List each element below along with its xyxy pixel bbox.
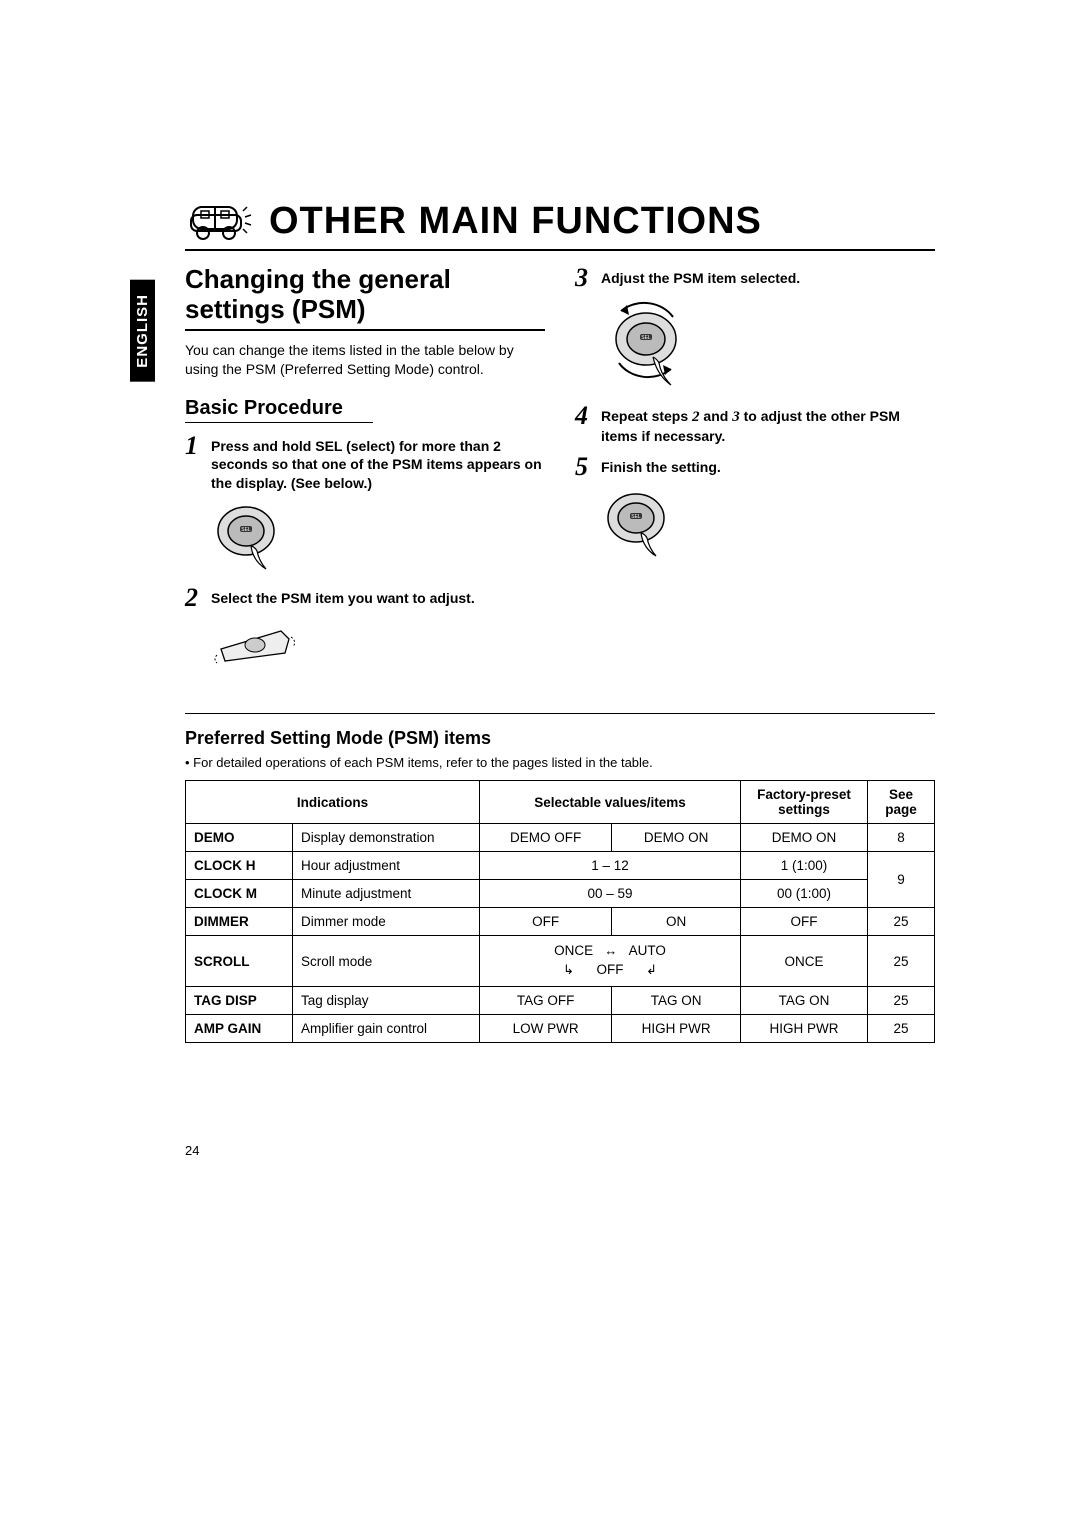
arrow-icon: ↔ [604,943,617,958]
svg-text:SEL: SEL [241,527,251,533]
cell: LOW PWR [480,1015,612,1043]
rocker-button-icon [211,619,545,669]
table-row: DEMO Display demonstration DEMO OFF DEMO… [186,824,935,852]
v: OFF [597,962,624,977]
step-1: 1 Press and hold SEL (select) for more t… [185,433,545,494]
step-3: 3 Adjust the PSM item selected. [575,265,935,291]
cell: TAG ON [612,987,741,1015]
step-4: 4 Repeat steps 2 and 3 to adjust the oth… [575,403,935,446]
cell: DEMO [186,824,293,852]
cell: 1 (1:00) [741,852,868,880]
dial-press-icon: SEL [601,488,935,558]
cell: TAG DISP [186,987,293,1015]
t: and [700,408,733,424]
svg-text:SEL: SEL [641,335,651,341]
step-text: Press and hold SEL (select) for more tha… [211,433,545,494]
cell: Hour adjustment [293,852,480,880]
language-tab: ENGLISH [130,280,155,382]
basic-procedure-heading: Basic Procedure [185,397,373,423]
cell: DEMO ON [741,824,868,852]
table-row: SCROLL Scroll mode ONCE ↔ AUTO ↳ OFF ↲ O… [186,936,935,987]
cell: TAG OFF [480,987,612,1015]
cell: Display demonstration [293,824,480,852]
psm-table: Indications Selectable values/items Fact… [185,780,935,1043]
step-number: 5 [575,454,601,480]
cell: CLOCK H [186,852,293,880]
t: 2 [692,409,700,425]
cell: DEMO OFF [480,824,612,852]
cell: 00 (1:00) [741,880,868,908]
step-number: 2 [185,585,211,611]
cell: OFF [480,908,612,936]
psm-heading: Preferred Setting Mode (PSM) items [185,728,935,749]
cell: CLOCK M [186,880,293,908]
table-row: DIMMER Dimmer mode OFF ON OFF 25 [186,908,935,936]
cell: TAG ON [741,987,868,1015]
table-row: CLOCK M Minute adjustment 00 – 59 00 (1:… [186,880,935,908]
intro-text: You can change the items listed in the t… [185,341,545,379]
page-number: 24 [185,1143,199,1158]
psm-note: • For detailed operations of each PSM it… [185,755,935,770]
cell: 25 [868,987,935,1015]
cell: DEMO ON [612,824,741,852]
cell: ONCE ↔ AUTO ↳ OFF ↲ [480,936,741,987]
step-5: 5 Finish the setting. [575,454,935,480]
cell: OFF [741,908,868,936]
cell: Amplifier gain control [293,1015,480,1043]
cell: 25 [868,936,935,987]
car-icon [185,201,255,243]
step-number: 3 [575,265,601,291]
step-number: 1 [185,433,211,494]
step-text: Repeat steps 2 and 3 to adjust the other… [601,403,935,446]
step-2: 2 Select the PSM item you want to adjust… [185,585,545,611]
cell: 9 [868,852,935,908]
cell: HIGH PWR [741,1015,868,1043]
step-text: Adjust the PSM item selected. [601,265,800,291]
step-text: Finish the setting. [601,454,721,480]
col-seepage: See page [868,781,935,824]
col-indications: Indications [186,781,480,824]
cell: Tag display [293,987,480,1015]
cell: 25 [868,908,935,936]
cell: DIMMER [186,908,293,936]
cell: HIGH PWR [612,1015,741,1043]
cell: ONCE [741,936,868,987]
cell: Scroll mode [293,936,480,987]
col-selectable: Selectable values/items [480,781,741,824]
v: ONCE [554,943,593,958]
table-row: TAG DISP Tag display TAG OFF TAG ON TAG … [186,987,935,1015]
cell: Dimmer mode [293,908,480,936]
cell: SCROLL [186,936,293,987]
dial-rotate-icon: SEL [601,299,935,389]
arrow-icon: ↳ [563,962,574,977]
table-row: AMP GAIN Amplifier gain control LOW PWR … [186,1015,935,1043]
step-text: Select the PSM item you want to adjust. [211,585,475,611]
table-row: CLOCK H Hour adjustment 1 – 12 1 (1:00) … [186,852,935,880]
left-column: Changing the general settings (PSM) You … [185,265,545,683]
t: Repeat steps [601,408,692,424]
title-row: OTHER MAIN FUNCTIONS [185,200,935,251]
cell: 1 – 12 [480,852,741,880]
cell: 25 [868,1015,935,1043]
arrow-icon: ↲ [646,962,657,977]
section-heading: Changing the general settings (PSM) [185,265,545,331]
cell: AMP GAIN [186,1015,293,1043]
step-number: 4 [575,403,601,446]
cell: 8 [868,824,935,852]
v: AUTO [629,943,666,958]
psm-section: Preferred Setting Mode (PSM) items • For… [185,713,935,1043]
cell: ON [612,908,741,936]
dial-press-icon: SEL [211,501,545,571]
cell: 00 – 59 [480,880,741,908]
t: 3 [732,409,740,425]
col-factory: Factory-preset settings [741,781,868,824]
svg-text:SEL: SEL [631,514,641,520]
page-title: OTHER MAIN FUNCTIONS [269,200,762,243]
right-column: 3 Adjust the PSM item selected. SEL 4 [575,265,935,683]
cell: Minute adjustment [293,880,480,908]
